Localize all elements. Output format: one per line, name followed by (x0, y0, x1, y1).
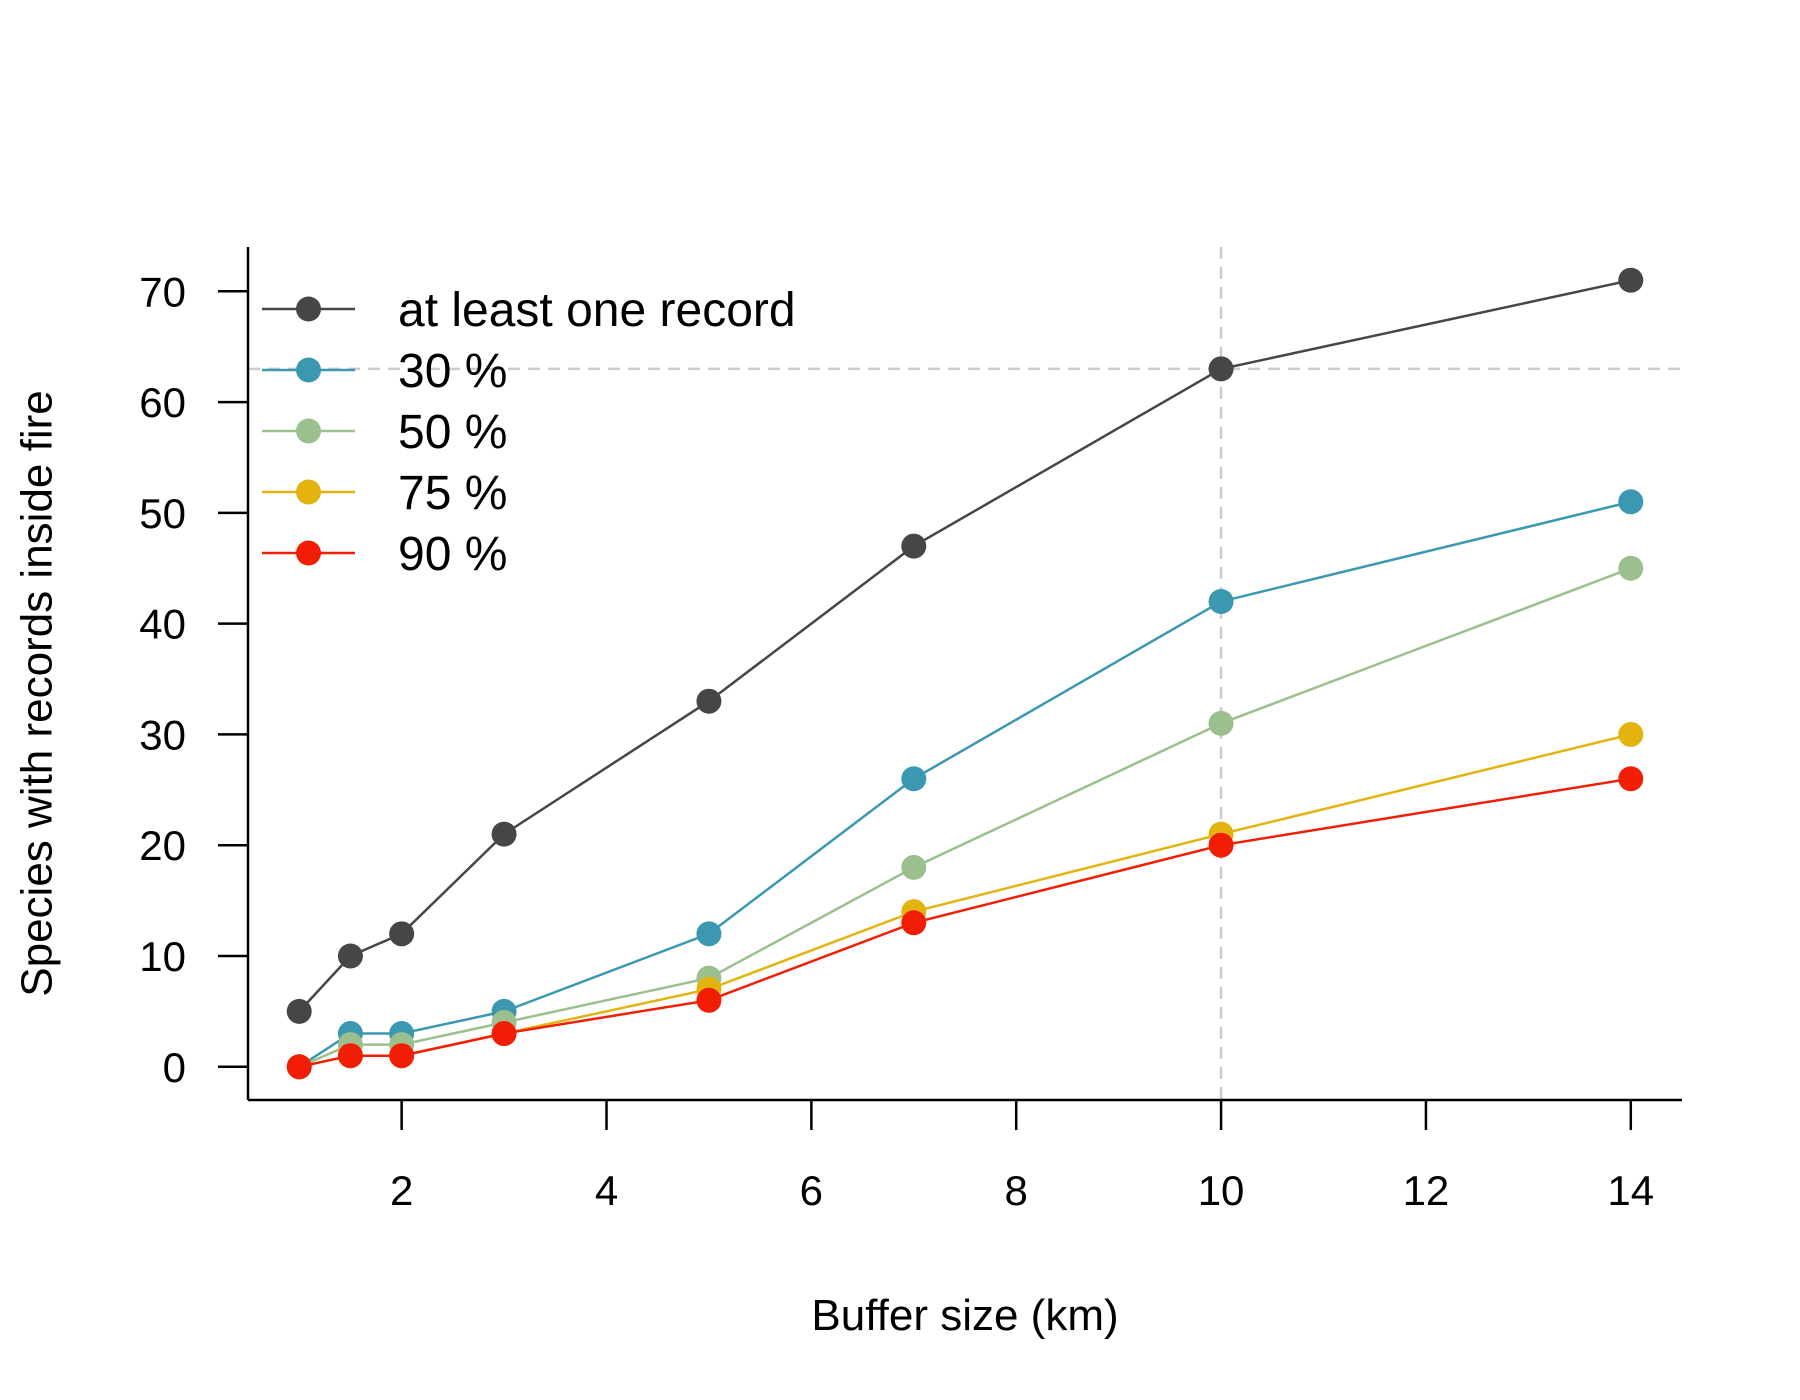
legend-item: 50 % (262, 406, 507, 459)
reference-lines (248, 247, 1682, 1100)
data-point (696, 987, 722, 1013)
series-5 (286, 766, 1644, 1080)
legend-marker (296, 479, 321, 505)
x-tick-label: 6 (800, 1167, 823, 1214)
data-point (491, 1021, 517, 1047)
x-tick-label: 4 (595, 1167, 618, 1214)
legend-marker (296, 357, 321, 383)
data-point (1618, 766, 1644, 792)
y-axis-title: Species with records inside fire (13, 390, 62, 996)
legend-item: 30 % (262, 345, 507, 398)
legend-label: 50 % (398, 406, 507, 459)
y-tick-label: 0 (163, 1044, 186, 1091)
legend-marker (296, 296, 321, 322)
series-line (298, 567, 1632, 1068)
data-point (1618, 721, 1644, 747)
legend-label: 75 % (398, 467, 507, 520)
data-point (1208, 832, 1234, 858)
data-point (286, 1054, 312, 1080)
data-point (389, 921, 415, 947)
data-point (286, 998, 312, 1024)
x-tick-label: 10 (1198, 1167, 1245, 1214)
x-tick-label: 12 (1403, 1167, 1450, 1214)
legend-label: at least one record (398, 284, 796, 337)
legend-marker (296, 418, 321, 444)
axes: 2 4 6 8 10 12 14 0 10 20 30 40 50 60 70 (139, 247, 1682, 1214)
series-3 (286, 555, 1644, 1080)
data-point (901, 910, 927, 936)
data-point (1618, 489, 1644, 515)
x-axis-title: Buffer size (km) (811, 1291, 1118, 1340)
legend-item: at least one record (262, 284, 796, 337)
data-point (901, 854, 927, 880)
legend-item: 90 % (262, 528, 507, 581)
series-layer (286, 267, 1644, 1080)
legend: at least one record 30 % 50 % 75 % 90 % (262, 284, 796, 581)
x-tick-label: 14 (1607, 1167, 1654, 1214)
y-tick-label: 10 (139, 933, 186, 980)
data-point (1618, 555, 1644, 581)
data-point (696, 688, 722, 714)
y-tick-label: 40 (139, 601, 186, 648)
data-point (1208, 588, 1234, 614)
y-tick-label: 50 (139, 490, 186, 537)
legend-label: 90 % (398, 528, 507, 581)
series-line (298, 500, 1632, 1068)
data-point (1618, 267, 1644, 293)
x-ticks: 2 4 6 8 10 12 14 (390, 1100, 1654, 1214)
data-point (901, 533, 927, 559)
y-tick-label: 30 (139, 711, 186, 758)
x-tick-label: 8 (1005, 1167, 1028, 1214)
data-point (901, 766, 927, 792)
data-point (337, 1043, 363, 1069)
data-point (1208, 356, 1234, 382)
data-point (696, 921, 722, 947)
y-ticks: 0 10 20 30 40 50 60 70 (139, 268, 248, 1091)
data-point (337, 943, 363, 969)
y-tick-label: 60 (139, 379, 186, 426)
data-point (491, 821, 517, 847)
series-1 (286, 267, 1644, 1024)
legend-item: 75 % (262, 467, 507, 520)
x-tick-label: 2 (390, 1167, 413, 1214)
y-tick-label: 20 (139, 822, 186, 869)
y-tick-label: 70 (139, 268, 186, 315)
data-point (389, 1043, 415, 1069)
legend-marker (296, 540, 321, 566)
data-point (1208, 710, 1234, 736)
legend-label: 30 % (398, 345, 507, 398)
